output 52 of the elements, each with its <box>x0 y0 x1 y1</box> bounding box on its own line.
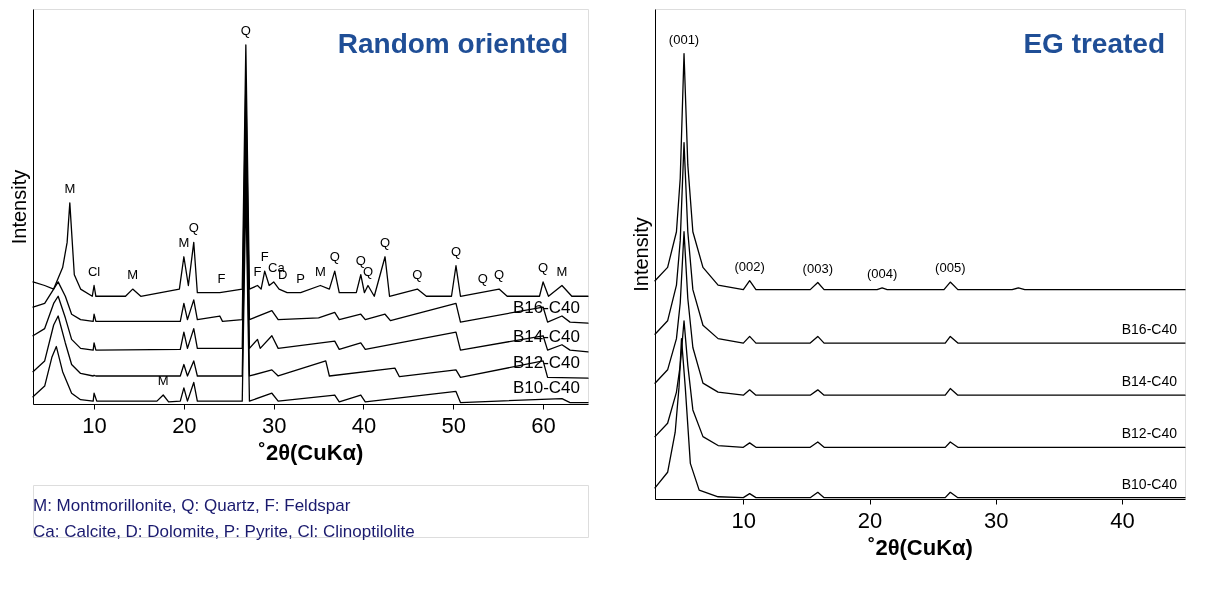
text: M: Montmorillonite, Q: Quartz, F: Feldspar <box>33 496 351 515</box>
annotation: Q <box>477 270 488 286</box>
annotation: Q <box>379 234 391 250</box>
annotation: (002) <box>734 258 765 274</box>
annotation: P <box>296 270 305 286</box>
series-label: B12-C40 <box>1121 425 1178 442</box>
series-label: B16-C40 <box>512 298 580 318</box>
series-label: B10-C40 <box>512 377 580 397</box>
annotation: (003) <box>802 260 833 276</box>
series-label: B14-C40 <box>512 326 580 346</box>
x-axis-title: ˚2θ(CuKα) <box>258 439 364 465</box>
series-label: B14-C40 <box>1121 373 1178 390</box>
x-tick-label: 50 <box>441 412 467 438</box>
x-tick-label: 10 <box>82 412 107 438</box>
x-tick-label: 30 <box>261 412 287 438</box>
annotation: M <box>157 373 169 389</box>
series-label: B10-C40 <box>1121 475 1178 492</box>
annotation: M <box>556 263 568 279</box>
x-tick-label: 60 <box>531 412 556 438</box>
chart-title: EG treated <box>1023 28 1165 59</box>
y-axis-title: Intensity <box>7 169 30 245</box>
annotation: (001) <box>668 31 700 47</box>
annotation: Cl <box>87 263 101 279</box>
x-tick-label: 30 <box>983 507 1009 533</box>
chart-title: Random oriented <box>337 28 568 59</box>
annotation: Q <box>538 259 549 275</box>
annotation: M <box>64 180 76 196</box>
annotation: Q <box>240 22 251 38</box>
x-tick-label: 20 <box>857 507 883 533</box>
annotation: Q <box>412 267 423 283</box>
annotation: F <box>253 263 262 279</box>
text: Ca: Calcite, D: Dolomite, P: Pyrite, Cl: Clinoptilolite <box>33 522 415 541</box>
x-tick-label: 10 <box>731 507 757 533</box>
annotation: F <box>217 270 226 286</box>
series-label: B16-C40 <box>1121 321 1178 338</box>
annotation: F <box>260 249 269 265</box>
x-tick-label: 40 <box>351 412 377 438</box>
annotation: Q <box>355 252 366 268</box>
annotation: Q <box>450 243 462 259</box>
annotation: Q <box>188 220 199 236</box>
annotation: M <box>314 263 326 279</box>
series-label: B12-C40 <box>512 353 580 373</box>
annotation: Q <box>329 249 340 265</box>
annotation: (005) <box>935 260 966 276</box>
annotation: M <box>178 234 190 250</box>
annotation: Q <box>494 267 505 283</box>
y-axis-title: Intensity <box>629 217 652 292</box>
x-axis-title: ˚2θ(CuKα) <box>868 534 973 560</box>
x-tick-label: 20 <box>172 412 197 438</box>
annotation: M <box>127 267 139 283</box>
annotation: (004) <box>866 265 898 281</box>
x-tick-label: 40 <box>1110 507 1135 533</box>
